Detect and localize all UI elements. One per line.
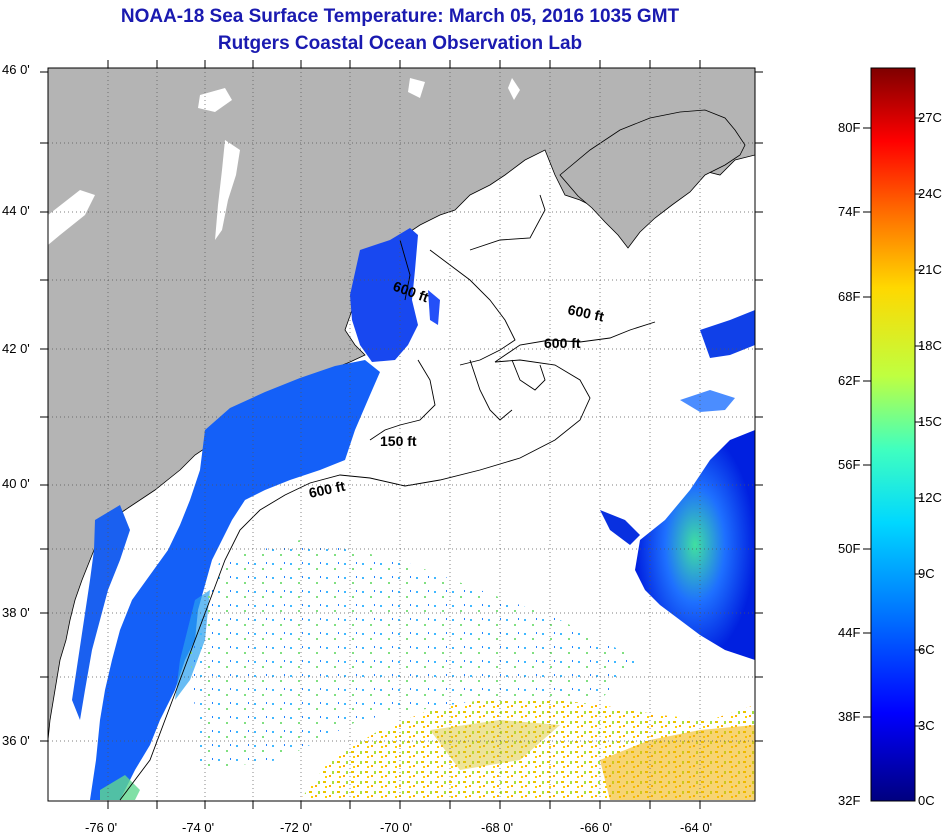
lat-tick-label: 46 0' (2, 62, 30, 77)
colorbar-f-label: 38F (838, 709, 861, 724)
isobath-label: 600 ft (544, 335, 581, 351)
colorbar-f-label: 44F (838, 625, 861, 640)
lon-tick-label: -68 0' (481, 820, 514, 835)
lon-tick-label: -66 0' (580, 820, 613, 835)
isobath-label: 600 ft (307, 478, 346, 501)
colorbar (870, 67, 916, 802)
lon-tick-label: -64 0' (680, 820, 713, 835)
lon-tick-label: -70 0' (380, 820, 413, 835)
isobath-label: 600 ft (566, 301, 605, 324)
map-subtitle: Rutgers Coastal Ocean Observation Lab (217, 33, 583, 54)
lat-tick-label: 42 0' (2, 341, 30, 356)
map-title: NOAA-18 Sea Surface Temperature: March 0… (120, 6, 680, 27)
lat-tick-label: 36 0' (2, 733, 30, 748)
colorbar-c-label: 9C (918, 566, 935, 581)
colorbar-c-label: 24C (918, 186, 942, 201)
lon-tick-label: -74 0' (182, 820, 215, 835)
colorbar-f-label: 74F (838, 204, 861, 219)
colorbar-f-label: 68F (838, 289, 861, 304)
colorbar-f-label: 56F (838, 457, 861, 472)
lon-tick-label: -72 0' (280, 820, 313, 835)
land-nova-scotia (559, 109, 746, 249)
colorbar-c-label: 12C (918, 490, 942, 505)
colorbar-c-label: 18C (918, 338, 942, 353)
colorbar-f-label: 32F (838, 793, 861, 808)
lat-tick-label: 44 0' (2, 203, 30, 218)
lat-tick-label: 40 0' (2, 476, 30, 491)
colorbar-c-label: 21C (918, 262, 942, 277)
isobaths (119, 194, 656, 801)
isobath-label: 150 ft (380, 433, 417, 449)
sst-mid-atlantic-shelf (90, 360, 380, 800)
colorbar-c-label: 6C (918, 642, 935, 657)
colorbar-f-label: 80F (838, 120, 861, 135)
colorbar-c-label: 3C (918, 718, 935, 733)
colorbar-f-label: 62F (838, 373, 861, 388)
lon-tick-label: -76 0' (85, 820, 118, 835)
colorbar-c-label: 0C (918, 793, 935, 808)
colorbar-c-label: 15C (918, 414, 942, 429)
sst-gulf-of-maine (350, 228, 418, 362)
sst-offshore-east (635, 430, 755, 660)
lat-tick-label: 38 0' (2, 605, 30, 620)
colorbar-f-label: 50F (838, 541, 861, 556)
colorbar-c-label: 27C (918, 110, 942, 125)
